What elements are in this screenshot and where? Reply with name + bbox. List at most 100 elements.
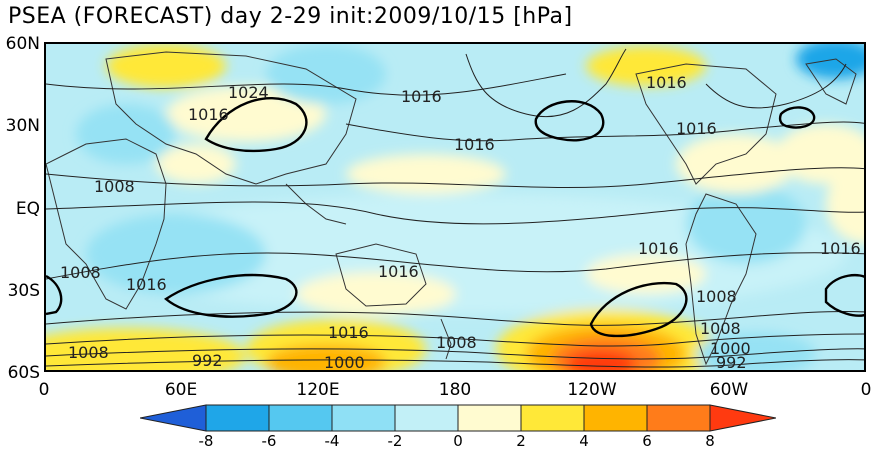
shade-blue bbox=[86, 214, 266, 294]
contour-label: 1008 bbox=[60, 263, 101, 282]
shade-cream bbox=[826, 164, 864, 244]
australia-coast bbox=[335, 243, 427, 307]
colorbar-segment bbox=[583, 404, 648, 432]
shade-yellow bbox=[586, 46, 706, 86]
lat-label-60n: 60N bbox=[5, 34, 40, 54]
lat-label-30n: 30N bbox=[5, 116, 40, 136]
contour-label: 1000 bbox=[710, 339, 751, 358]
contour-label: 1008 bbox=[436, 333, 477, 352]
contour-label: 1016 bbox=[126, 275, 167, 294]
colorbar-tick: -6 bbox=[261, 432, 277, 450]
shade-dark-blue bbox=[796, 44, 864, 79]
shade-cream bbox=[156, 144, 236, 184]
isobars-thin bbox=[46, 48, 864, 368]
contour-label: 1008 bbox=[700, 319, 741, 338]
shade-cream bbox=[676, 134, 796, 194]
high-pressure-contour bbox=[778, 106, 816, 129]
south-america-coast bbox=[685, 193, 757, 366]
southeast-asia-coast bbox=[285, 183, 347, 225]
lon-label-120w: 120W bbox=[567, 380, 617, 400]
shade-blue bbox=[686, 184, 806, 264]
colorbar-arrow-low bbox=[140, 404, 207, 432]
contour-label: 1008 bbox=[68, 343, 109, 362]
isobar bbox=[46, 348, 864, 360]
shade-blue bbox=[76, 104, 176, 164]
high-pressure-contour bbox=[46, 274, 63, 316]
eurasia-coast bbox=[105, 51, 357, 185]
colorbar-tick: 4 bbox=[579, 432, 589, 450]
contour-label: 1008 bbox=[94, 177, 135, 196]
anomaly-map: 1024 1016 1016 1016 1016 1016 1008 1008 … bbox=[44, 42, 866, 372]
contour-label: 1024 bbox=[228, 83, 269, 102]
colorbar-segment bbox=[268, 404, 333, 432]
colorbar-tick: 2 bbox=[516, 432, 526, 450]
contour-label: 1016 bbox=[676, 119, 717, 138]
high-pressure-contour bbox=[204, 97, 308, 153]
high-pressure-contour bbox=[164, 273, 298, 318]
colorbar-segment bbox=[205, 404, 270, 432]
shade-yellow bbox=[106, 44, 226, 88]
colorbar-tick: -2 bbox=[387, 432, 403, 450]
map-graphic: 1024 1016 1016 1016 1016 1016 1008 1008 … bbox=[46, 44, 864, 372]
shade-blue bbox=[266, 44, 386, 104]
colorbar-tick: -8 bbox=[198, 432, 214, 450]
new-zealand-coast bbox=[440, 318, 452, 360]
map-title: PSEA (FORECAST) day 2-29 init:2009/10/15… bbox=[8, 4, 573, 29]
colorbar-arrow-high bbox=[709, 404, 776, 432]
isobar bbox=[46, 333, 864, 347]
contour-label: 1016 bbox=[188, 105, 229, 124]
contour-label: 1016 bbox=[378, 262, 419, 281]
lon-label-60e: 60E bbox=[164, 380, 198, 400]
lon-label-0-end: 0 bbox=[860, 380, 872, 400]
high-pressure-contour bbox=[824, 273, 864, 317]
colorbar-segment bbox=[394, 404, 459, 432]
colorbar-segment bbox=[520, 404, 585, 432]
shade-red bbox=[566, 350, 636, 370]
isobar bbox=[46, 359, 864, 368]
shading-layer bbox=[46, 44, 864, 370]
lon-label-120e: 120E bbox=[296, 380, 340, 400]
shade-blue bbox=[696, 332, 816, 370]
contour-label: 1008 bbox=[696, 287, 737, 306]
isobar bbox=[46, 73, 567, 96]
north-america-coast bbox=[635, 63, 777, 185]
colorbar-tick: 0 bbox=[453, 432, 463, 450]
isobar bbox=[465, 48, 627, 118]
contour-labels: 1024 1016 1016 1016 1016 1016 1008 1008 … bbox=[60, 73, 861, 372]
lat-label-60s: 60S bbox=[7, 363, 40, 383]
shade-cream bbox=[346, 154, 506, 194]
shade-yellow bbox=[46, 328, 246, 370]
high-pressure-contour bbox=[534, 100, 605, 142]
colorbar-tick: 6 bbox=[642, 432, 652, 450]
contour-label: 1016 bbox=[328, 323, 369, 342]
lat-label-eq: EQ bbox=[15, 199, 40, 219]
colorbar-segment bbox=[457, 404, 522, 432]
lon-label-180: 180 bbox=[438, 380, 472, 400]
contour-label: 1016 bbox=[401, 87, 442, 106]
contour-label: 1016 bbox=[454, 135, 495, 154]
lat-label-30s: 30S bbox=[7, 281, 40, 301]
contour-label: 992 bbox=[716, 353, 747, 372]
coastlines bbox=[46, 51, 857, 366]
lon-label-60w: 60W bbox=[709, 380, 749, 400]
colorbar-tick: -4 bbox=[324, 432, 340, 450]
lon-label-0: 0 bbox=[38, 380, 50, 400]
high-pressure-contour bbox=[589, 281, 688, 338]
isobar bbox=[46, 201, 864, 225]
colorbar-segment bbox=[646, 404, 711, 432]
isobar bbox=[46, 167, 864, 189]
shade-cream bbox=[296, 272, 456, 316]
africa-coast bbox=[46, 138, 167, 310]
isobar bbox=[46, 252, 864, 280]
colorbar bbox=[140, 404, 776, 432]
colorbar-tick: 8 bbox=[705, 432, 715, 450]
contour-label: 1016 bbox=[638, 239, 679, 258]
contour-label: 1016 bbox=[820, 239, 861, 258]
contour-label: 992 bbox=[192, 351, 223, 370]
contour-label: 1016 bbox=[646, 73, 687, 92]
contour-label: 1000 bbox=[324, 353, 365, 372]
shade-orange bbox=[266, 344, 386, 370]
isobar bbox=[705, 63, 847, 109]
isobars-thick bbox=[46, 97, 864, 338]
colorbar-segment bbox=[331, 404, 396, 432]
